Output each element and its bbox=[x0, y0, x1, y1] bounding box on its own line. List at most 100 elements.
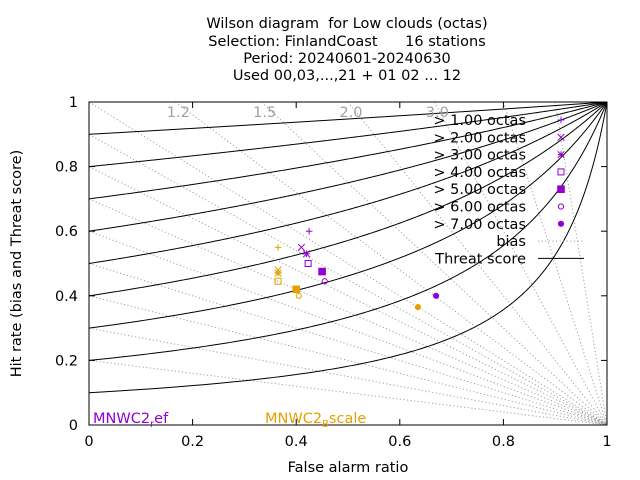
point-mnwc2-bscale-open-square-3 bbox=[274, 277, 282, 285]
bias-lines-group bbox=[88, 101, 608, 426]
point-mnwc2-ref-filled-circle-6 bbox=[432, 292, 440, 299]
legend: > 1.00 octas> 2.00 octas > 3.00 octas> 4.… bbox=[433, 113, 584, 267]
threat-score-curve-0-5 bbox=[88, 101, 608, 264]
series-label-bscale-main: MNWC2 bbox=[265, 411, 322, 427]
bias-line-0-9 bbox=[88, 133, 608, 426]
chart-title-line-1: Wilson diagram for Low clouds (octas) bbox=[206, 16, 488, 32]
threat-score-curve-0-1 bbox=[88, 101, 608, 394]
legend-swatch-6 bbox=[557, 220, 565, 227]
chart-title-line-2: Selection: FinlandCoast 16 stations bbox=[208, 34, 486, 50]
legend-label-0: > 1.00 octas bbox=[433, 113, 526, 129]
x-tick-label-5: 1 bbox=[602, 434, 611, 450]
point-mnwc2-ref-open-square-3 bbox=[304, 260, 312, 267]
point-mnwc2-bscale-star-2-d2 bbox=[274, 269, 282, 277]
bias-labels-group: 1.2 1.5 2.0 3.0 bbox=[167, 105, 449, 121]
y-tick-label-3: 0.6 bbox=[55, 224, 78, 240]
threat-score-curve-0-4 bbox=[88, 101, 608, 297]
bias-line-0-8 bbox=[88, 166, 608, 426]
series-label-bscale: MNWC2Bscale bbox=[265, 411, 366, 430]
legend-label-7: bias bbox=[496, 234, 526, 250]
point-mnwc2-bscale-open-circle-5 bbox=[295, 292, 302, 299]
point-mnwc2-bscale-open-circle-5-shape bbox=[295, 292, 302, 299]
point-mnwc2-bscale-filled-circle-6-shape bbox=[414, 304, 422, 311]
bias-label-1-2: 1.2 bbox=[167, 105, 190, 121]
y-tick-label-2: 0.4 bbox=[55, 289, 78, 305]
legend-swatch-1-d2 bbox=[557, 133, 565, 141]
x-tick-label-2: 0.4 bbox=[285, 434, 308, 450]
legend-swatch-6-shape bbox=[557, 220, 565, 227]
legend-swatch-1 bbox=[557, 133, 565, 141]
threat-score-curve-0-7 bbox=[88, 101, 608, 200]
bias-line-0-4 bbox=[88, 295, 608, 426]
point-mnwc2-ref-open-circle-5 bbox=[321, 278, 328, 285]
point-mnwc2-ref-filled-square-4-shape bbox=[318, 267, 326, 276]
bias-line-0-7 bbox=[88, 198, 608, 426]
legend-swatch-4-shape bbox=[557, 185, 565, 193]
bias-line-2 bbox=[347, 101, 608, 426]
y-tick-label-5: 1 bbox=[69, 95, 78, 111]
x-tick-label-3: 0.6 bbox=[388, 434, 411, 450]
legend-label-6: > 7.00 octas bbox=[433, 217, 526, 233]
point-mnwc2-ref-cross-1-d2 bbox=[297, 243, 306, 252]
legend-label-8: Threat score bbox=[434, 251, 526, 267]
point-mnwc2-ref-open-circle-5-shape bbox=[321, 278, 328, 285]
point-mnwc2-ref-open-square-3-shape bbox=[304, 260, 312, 267]
legend-swatch-5-shape bbox=[557, 203, 565, 210]
bias-label-3-0: 3.0 bbox=[426, 105, 449, 121]
point-mnwc2-ref-plus-0 bbox=[305, 227, 313, 235]
point-mnwc2-ref-filled-square-4 bbox=[318, 267, 326, 276]
threat-score-curve-0-3 bbox=[88, 101, 608, 329]
bias-line-0-6 bbox=[88, 230, 608, 426]
legend-swatch-3-shape bbox=[557, 168, 565, 176]
series-label-ref-rest: ef bbox=[154, 411, 169, 427]
legend-label-4: > 5.00 octas bbox=[433, 182, 526, 198]
point-mnwc2-ref-cross-1 bbox=[297, 243, 306, 252]
series-label-bscale-rest: scale bbox=[329, 411, 366, 427]
point-mnwc2-ref-star-2-d2 bbox=[302, 250, 311, 258]
threat-score-curve-0-6 bbox=[88, 101, 608, 232]
series-label-ref: MNWC2ref bbox=[93, 411, 169, 430]
axis-ticks-group: 0 0.2 0.4 0.6 0.8 1 0 0.2 0.4 0.6 0.8 1 bbox=[55, 95, 612, 450]
legend-label-3: > 4.00 octas bbox=[433, 165, 526, 181]
bias-line-0-5 bbox=[88, 263, 608, 426]
bias-label-2-0: 2.0 bbox=[339, 105, 362, 121]
x-tick-label-4: 0.8 bbox=[492, 434, 515, 450]
legend-swatch-3 bbox=[557, 168, 565, 176]
point-mnwc2-bscale-plus-0 bbox=[274, 244, 282, 251]
threat-score-curve-0-9 bbox=[88, 101, 608, 135]
y-tick-label-1: 0.2 bbox=[55, 353, 78, 369]
bias-line-1 bbox=[88, 101, 608, 426]
chart-title-line-3: Period: 20240601-20240630 bbox=[243, 51, 451, 67]
series-label-ref-main: MNWC2 bbox=[93, 411, 150, 427]
chart-title-line-4: Used 00,03,...,21 + 01 02 ... 12 bbox=[232, 68, 462, 84]
legend-label-5: > 6.00 octas bbox=[433, 200, 526, 216]
bias-line-0-3 bbox=[88, 327, 608, 426]
x-axis-label: False alarm ratio bbox=[288, 460, 409, 476]
bias-line-10 bbox=[554, 101, 608, 426]
threat-score-curve-0-2 bbox=[88, 101, 608, 361]
threat-score-curve-0-8 bbox=[88, 101, 608, 168]
series-label-bscale-sub: B bbox=[322, 419, 329, 430]
point-mnwc2-bscale-star-2 bbox=[274, 269, 282, 277]
legend-swatch-2 bbox=[557, 150, 565, 159]
bias-line-0-2 bbox=[88, 359, 608, 426]
x-tick-label-1: 0.2 bbox=[181, 434, 204, 450]
point-mnwc2-bscale-open-square-3-shape bbox=[274, 277, 282, 285]
point-mnwc2-ref-star-2 bbox=[302, 250, 311, 258]
legend-swatch-5 bbox=[557, 203, 565, 210]
data-points-group bbox=[274, 227, 440, 311]
bias-label-1-5: 1.5 bbox=[253, 105, 276, 121]
threat-score-lines-group bbox=[88, 101, 608, 394]
point-mnwc2-ref-filled-circle-6-shape bbox=[432, 292, 440, 299]
plot-frame bbox=[88, 101, 608, 426]
point-mnwc2-bscale-filled-square-4-shape bbox=[292, 285, 300, 294]
y-tick-label-0: 0 bbox=[69, 418, 78, 434]
series-label-ref-sub: r bbox=[150, 419, 155, 430]
point-mnwc2-bscale-filled-square-4 bbox=[292, 285, 300, 294]
y-tick-label-4: 0.8 bbox=[55, 160, 78, 176]
bias-line-5 bbox=[502, 101, 608, 426]
x-tick-label-0: 0 bbox=[84, 434, 93, 450]
legend-swatch-2-d2 bbox=[557, 150, 565, 159]
y-axis-label: Hit rate (bias and Threat score) bbox=[9, 150, 25, 378]
